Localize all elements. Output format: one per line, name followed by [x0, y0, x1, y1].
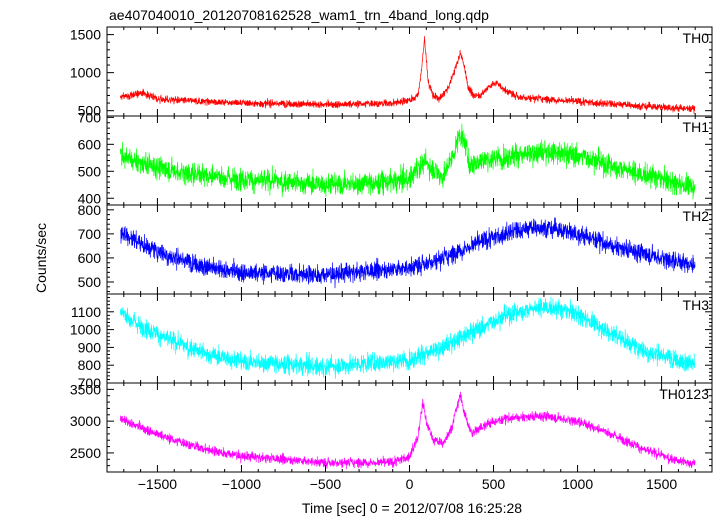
- y-tick-label: 700: [78, 109, 102, 125]
- series-line-th2: [120, 217, 696, 289]
- y-tick-label: 500: [78, 163, 102, 179]
- y-tick-label: 800: [78, 357, 102, 373]
- y-tick-label: 1000: [70, 65, 101, 81]
- series-line-th1: [120, 123, 696, 200]
- series-line-th3: [120, 296, 696, 379]
- y-tick-label: 900: [78, 339, 102, 355]
- panel-label: TH1: [683, 119, 710, 135]
- chart-title: ae407040010_20120708162528_wam1_trn_4ban…: [109, 7, 489, 23]
- panel-label: TH0123: [659, 386, 709, 402]
- y-tick-label: 500: [78, 274, 102, 290]
- x-axis-label: Time [sec] 0 = 2012/07/08 16:25:28: [302, 500, 522, 516]
- y-tick-label: 700: [78, 226, 102, 242]
- panel-th0123: 2500 3000 3500 TH0123: [70, 381, 713, 473]
- y-tick-label: 600: [78, 136, 102, 152]
- y-tick-label: 2500: [70, 445, 101, 461]
- y-tick-label: 1500: [70, 27, 101, 43]
- y-tick-label: 600: [78, 250, 102, 266]
- x-tick-label: 1500: [646, 476, 677, 492]
- panels-group: 500 1000 1500 TH0 400 500 600 700 TH1 500 600 700 80…: [70, 26, 713, 492]
- panel-th0: 500 1000 1500 TH0: [70, 26, 713, 119]
- y-tick-label: 500: [78, 103, 102, 119]
- x-tick-label: −1500: [138, 476, 178, 492]
- y-tick-label: 1000: [70, 322, 101, 338]
- series-line-th0123: [120, 391, 696, 470]
- panel-label: TH0: [683, 30, 710, 46]
- y-tick-label: 1100: [71, 304, 101, 320]
- y-tick-label: 3500: [70, 381, 101, 397]
- y-axis-label: Counts/sec: [33, 223, 49, 293]
- y-tick-label: 3000: [70, 413, 101, 429]
- x-tick-label: −1000: [222, 476, 262, 492]
- x-tick-label: −500: [310, 476, 342, 492]
- y-tick-label: 800: [78, 202, 102, 218]
- panel-label: TH2: [683, 208, 710, 224]
- x-tick-label: 1000: [562, 476, 593, 492]
- y-tick-label: 400: [78, 190, 102, 206]
- panel-frame: [106, 115, 713, 206]
- x-tick-label: 500: [482, 476, 506, 492]
- panel-frame: [106, 382, 713, 473]
- panel-th2: 500 600 700 800 TH2: [78, 202, 713, 295]
- x-tick-label: 0: [406, 476, 414, 492]
- y-tick-label: 700: [78, 375, 102, 391]
- panel-label: TH3: [683, 297, 710, 313]
- panel-th1: 400 500 600 700 TH1: [78, 109, 713, 206]
- series-line-th0: [120, 36, 696, 114]
